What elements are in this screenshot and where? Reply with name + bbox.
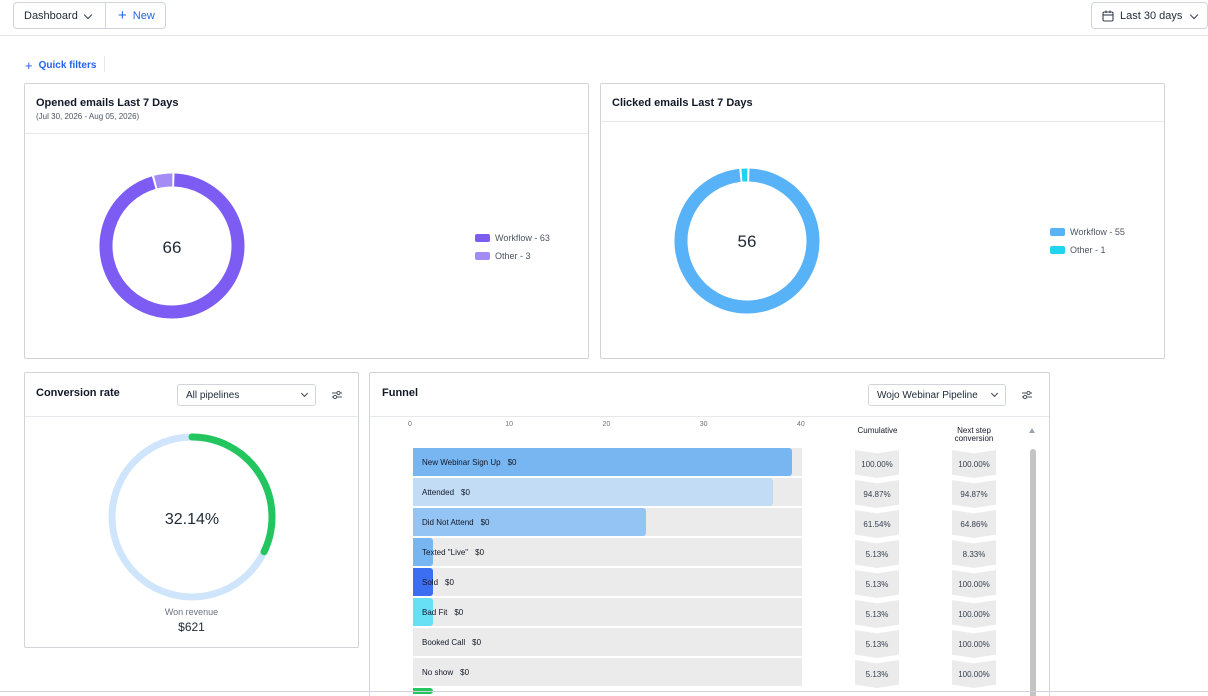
legend: Workflow - 63 Other - 3: [475, 229, 550, 265]
legend-label: Workflow - 55: [1070, 227, 1125, 237]
chevron-down-icon: [300, 389, 309, 398]
conversion-gauge: 32.14%: [108, 433, 276, 601]
divider: [370, 416, 1049, 417]
legend-swatch: [475, 252, 490, 260]
scroll-up-arrow-icon[interactable]: [1029, 428, 1035, 433]
legend: Workflow - 55 Other - 1: [1050, 223, 1125, 259]
settings-sliders-icon[interactable]: [331, 389, 343, 401]
divider: [25, 416, 358, 417]
clicked-emails-card: Clicked emails Last 7 Days 56 Workflow -…: [600, 83, 1165, 359]
card-title: Conversion rate: [36, 387, 120, 399]
settings-sliders-icon[interactable]: [1021, 389, 1033, 401]
donut-slice: [674, 168, 820, 314]
calendar-icon: [1102, 10, 1114, 22]
legend-swatch: [475, 234, 490, 242]
legend-label: Other - 1: [1070, 245, 1106, 255]
conversion-rate-card: Conversion rate All pipelines 32.14% Won…: [24, 372, 359, 648]
date-range-button[interactable]: Last 30 days: [1091, 2, 1208, 29]
legend-label: Workflow - 63: [495, 233, 550, 243]
dashboard-selector-button[interactable]: Dashboard: [13, 2, 106, 29]
legend-item: Workflow - 55: [1050, 223, 1125, 241]
plus-icon: +: [25, 57, 33, 73]
donut-total: 56: [738, 232, 757, 251]
new-dashboard-button[interactable]: + New: [105, 2, 166, 29]
conversion-rate-value: 32.14%: [165, 511, 219, 528]
card-title: Clicked emails Last 7 Days: [612, 97, 753, 109]
quick-filters-label: Quick filters: [38, 59, 97, 71]
pipeline-select[interactable]: All pipelines: [177, 384, 316, 406]
top-toolbar: Dashboard + New Last 30 days: [0, 0, 1208, 36]
scrollbar-thumb[interactable]: [1030, 449, 1036, 696]
legend-item: Other - 3: [475, 247, 550, 265]
chevron-down-icon: [990, 389, 999, 398]
clicked-emails-donut: 56: [674, 168, 820, 314]
donut-slice: [154, 173, 173, 189]
opened-emails-card: Opened emails Last 7 Days (Jul 30, 2026 …: [24, 83, 589, 359]
pipeline-select-value: Wojo Webinar Pipeline: [877, 389, 978, 401]
won-revenue-value: $621: [178, 620, 205, 634]
card-title: Opened emails Last 7 Days: [36, 97, 179, 109]
chevron-down-icon: [1189, 10, 1199, 20]
divider: [104, 56, 105, 72]
funnel-card: Funnel Wojo Webinar Pipeline: [369, 372, 1050, 696]
new-label: New: [132, 9, 155, 22]
legend-label: Other - 3: [495, 251, 531, 261]
donut-slice: [99, 173, 245, 319]
legend-item: Workflow - 63: [475, 229, 550, 247]
funnel-pipeline-select[interactable]: Wojo Webinar Pipeline: [868, 384, 1006, 406]
legend-swatch: [1050, 246, 1065, 254]
dashboard-label: Dashboard: [24, 9, 78, 22]
plus-icon: +: [118, 7, 127, 24]
chevron-down-icon: [83, 10, 93, 20]
divider: [601, 121, 1164, 122]
funnel-scrollbar[interactable]: [1029, 425, 1037, 696]
date-range-label: Last 30 days: [1120, 9, 1183, 22]
quick-filters-button[interactable]: + Quick filters: [25, 58, 96, 72]
divider: [25, 133, 588, 134]
card-subtitle: (Jul 30, 2026 - Aug 05, 2026): [36, 112, 140, 121]
gauge-progress: [188, 433, 276, 556]
pipeline-select-value: All pipelines: [186, 389, 240, 401]
card-title: Funnel: [382, 387, 419, 399]
page-bottom-border: [0, 691, 1208, 692]
opened-emails-donut: 66: [99, 173, 245, 319]
won-revenue-label: Won revenue: [164, 607, 219, 617]
legend-item: Other - 1: [1050, 241, 1125, 259]
legend-swatch: [1050, 228, 1065, 236]
donut-total: 66: [163, 238, 182, 257]
